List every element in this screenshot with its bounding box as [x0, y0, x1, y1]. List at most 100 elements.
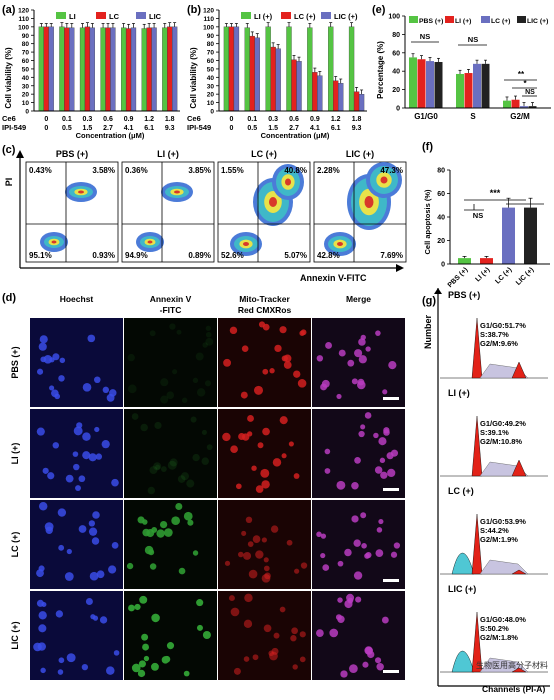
- bar: [38, 26, 44, 112]
- cell-spot: [316, 531, 322, 538]
- column-header: Merge: [346, 294, 371, 304]
- quadrant-ur: 47.3%: [380, 166, 403, 175]
- legend-swatch: [445, 16, 454, 23]
- cell-spot: [297, 379, 307, 388]
- y-tick-label: 100: [18, 24, 29, 31]
- g1-value: G1/G0:53.9%: [480, 517, 526, 526]
- y-tick-label: 0: [210, 109, 214, 116]
- x-tick-label: 1.2: [331, 116, 341, 123]
- column-header: -FITC: [160, 305, 182, 315]
- g1-peak: [471, 611, 483, 673]
- cell-spot: [248, 569, 258, 579]
- x-tick-label: 0.6: [289, 116, 299, 123]
- cell-spot: [316, 355, 324, 362]
- population-density: [51, 240, 57, 244]
- cell-spot: [291, 627, 298, 635]
- cell-spot: [192, 453, 200, 462]
- bar: [333, 80, 339, 112]
- quadrant-ul: 0.36%: [125, 166, 148, 175]
- cell-spot: [378, 437, 387, 446]
- cell-spot: [78, 525, 87, 533]
- x-tick-label: LC (+): [494, 266, 513, 285]
- cell-spot: [237, 551, 244, 558]
- x-tick-label: 0.5: [62, 125, 72, 132]
- y-tick-label: 40: [437, 215, 445, 222]
- cell-spot: [283, 361, 292, 369]
- cell-spot: [262, 323, 270, 331]
- panel-letter: (d): [2, 292, 16, 304]
- cell-spot: [247, 541, 254, 547]
- bar: [249, 35, 255, 112]
- y-tick-label: 60: [437, 191, 445, 198]
- cell-spot: [131, 413, 139, 420]
- cell-spot: [261, 537, 267, 543]
- y-tick-label: 20: [22, 92, 30, 99]
- x-tick-label: 0.6: [103, 116, 113, 123]
- cell-spot: [375, 549, 384, 558]
- legend-swatch: [56, 12, 66, 19]
- cell-spot: [42, 467, 49, 474]
- cell-spot: [222, 432, 231, 442]
- x-tick-label: 9.3: [165, 125, 175, 132]
- plot-title: LIC (+): [346, 149, 374, 159]
- cell-spot: [380, 471, 388, 479]
- cell-spot: [40, 667, 46, 674]
- cell-spot: [344, 548, 352, 557]
- cell-spot: [279, 326, 287, 334]
- cell-spot: [261, 480, 270, 489]
- cell-spot: [316, 629, 324, 637]
- arrow-head-icon: [16, 150, 24, 158]
- quadrant-lr: 7.69%: [380, 251, 403, 260]
- cell-spot: [88, 520, 96, 527]
- cell-spot: [263, 557, 269, 563]
- y-tick-label: 0: [441, 262, 445, 269]
- cell-spot: [190, 416, 197, 423]
- cell-spot: [338, 349, 346, 357]
- bar: [270, 46, 276, 112]
- cell-spot: [153, 462, 162, 471]
- bar: [291, 59, 297, 112]
- cell-spot: [36, 368, 44, 375]
- cell-spot: [94, 426, 100, 433]
- cell-spot: [102, 386, 110, 394]
- cell-spot: [351, 378, 358, 385]
- cell-spot: [201, 429, 207, 435]
- cell-spot: [164, 528, 173, 537]
- bar: [110, 27, 116, 112]
- cell-spot: [337, 615, 345, 623]
- cell-spot: [146, 529, 155, 538]
- g2-value: G2/M:1.8%: [480, 633, 518, 642]
- cell-spot: [88, 453, 97, 462]
- cell-spot: [387, 468, 396, 478]
- panel-letter: (c): [2, 144, 16, 156]
- bar: [162, 27, 168, 112]
- x-tick-label: 0: [44, 125, 48, 132]
- s-value: S:44.2%: [480, 526, 509, 535]
- cell-spot: [252, 654, 259, 661]
- y-tick-label: 0: [396, 106, 400, 113]
- population-density: [147, 240, 153, 244]
- bar: [296, 61, 302, 112]
- x-tick-label: PBS (+): [447, 266, 470, 288]
- cell-spot: [81, 663, 89, 671]
- cell-spot: [279, 416, 288, 425]
- bar: [434, 62, 443, 108]
- micrograph-tile: [30, 318, 123, 407]
- cell-spot: [172, 369, 178, 375]
- cell-spot: [378, 518, 384, 525]
- cell-spot: [196, 388, 206, 397]
- bar: [409, 57, 417, 108]
- cell-spot: [337, 597, 343, 603]
- bar: [167, 26, 173, 112]
- subg1-peak: [451, 651, 475, 673]
- cell-spot: [255, 485, 264, 493]
- row2-label: IPI-549: [187, 123, 211, 132]
- legend-label: LIC (+): [334, 12, 358, 21]
- cell-spot: [205, 331, 212, 338]
- watermark-text: 生物医用高分子材料: [476, 660, 548, 670]
- legend-label: LIC: [149, 12, 162, 21]
- y-tick-label: 90: [207, 33, 215, 40]
- y-axis-label: Percentage (%): [376, 41, 385, 99]
- y-axis-label: Cell viability (%): [189, 47, 198, 109]
- x-tick-label: S: [470, 112, 476, 121]
